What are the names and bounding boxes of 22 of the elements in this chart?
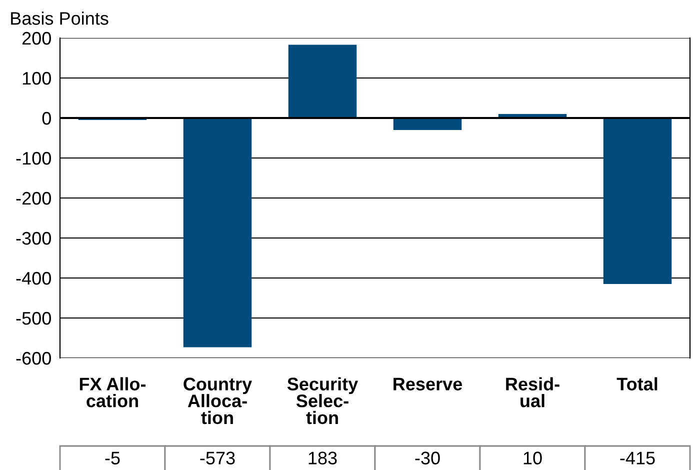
- data-label: -573: [200, 452, 235, 464]
- data-label: -415: [620, 452, 655, 464]
- y-tick-label: -100: [16, 152, 51, 165]
- y-tick-label: 200: [22, 32, 51, 45]
- y-tick-label: -500: [16, 312, 51, 325]
- y-tick-label: -300: [16, 232, 51, 245]
- data-label: -5: [105, 452, 120, 464]
- x-tick-label: Resid- ual: [506, 377, 560, 408]
- y-tick-label: -400: [16, 272, 51, 285]
- x-tick-label: Country Alloca- tion: [184, 378, 252, 424]
- data-label: 183: [308, 452, 337, 464]
- x-tick-label: FX Allo- cation: [80, 377, 146, 408]
- x-tick-label: Security Selec- tion: [287, 377, 358, 424]
- data-label: -30: [415, 452, 440, 464]
- y-tick-label: 100: [22, 72, 51, 85]
- y-tick-label: -600: [16, 352, 51, 365]
- y-tick-label: -200: [16, 192, 51, 205]
- y-axis-title: Basis Points: [11, 12, 108, 25]
- x-tick-label: Total: [616, 377, 658, 390]
- y-tick-label: 0: [42, 112, 51, 125]
- data-label: 10: [524, 452, 542, 464]
- x-tick-label: Reserve: [394, 378, 462, 390]
